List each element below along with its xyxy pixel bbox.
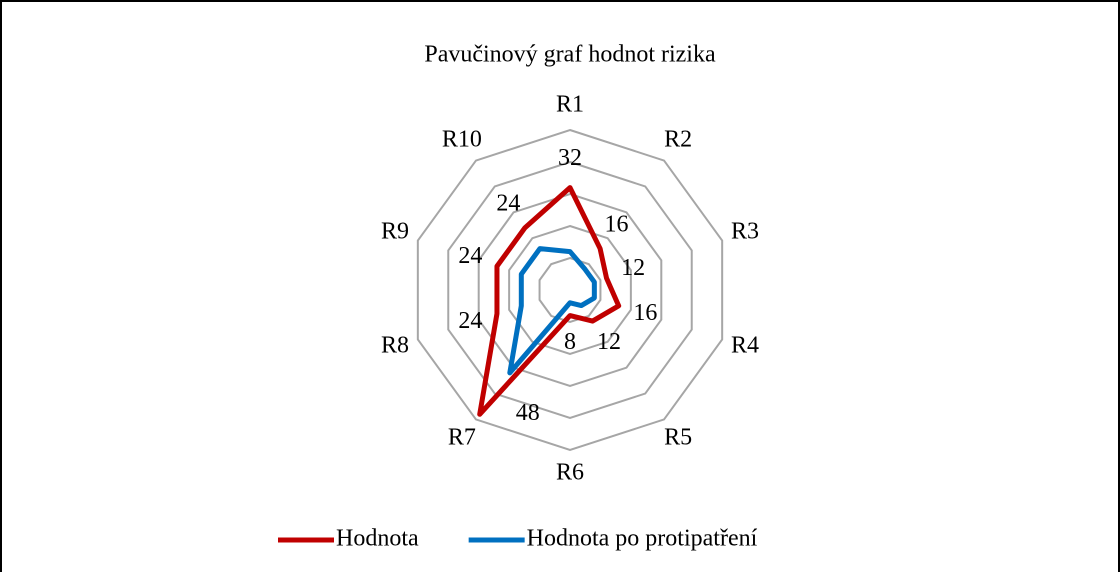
data-label: 24 [458, 308, 482, 334]
category-label: R5 [664, 424, 692, 450]
grid-ring [416, 128, 724, 452]
category-label: R9 [381, 219, 409, 245]
grid-ring [508, 224, 632, 356]
category-label: R4 [731, 332, 759, 358]
legend-label: Hodnota po protipatření [527, 526, 758, 552]
data-label: 48 [516, 400, 540, 426]
data-label: 32 [558, 145, 582, 171]
category-label: R1 [556, 92, 584, 118]
series-line [477, 185, 622, 417]
category-label: R8 [381, 332, 409, 358]
category-label: R7 [448, 424, 476, 450]
data-label: 8 [564, 329, 576, 355]
chart-title: Pavučinový graf hodnot rizika [424, 42, 716, 68]
data-label: 16 [605, 211, 629, 237]
data-label: 16 [633, 300, 657, 326]
legend-label: Hodnota [336, 526, 419, 552]
series-line [507, 246, 597, 376]
category-label: R6 [556, 460, 584, 486]
category-label: R3 [731, 219, 759, 245]
data-label: 24 [496, 191, 520, 217]
category-label: R10 [442, 127, 482, 153]
data-label: 24 [458, 243, 482, 269]
data-label: 12 [621, 255, 645, 281]
grid-ring [477, 192, 663, 388]
grid-ring [447, 160, 693, 420]
grid-ring [538, 256, 602, 324]
data-label: 12 [597, 329, 621, 355]
category-label: R2 [664, 127, 692, 153]
